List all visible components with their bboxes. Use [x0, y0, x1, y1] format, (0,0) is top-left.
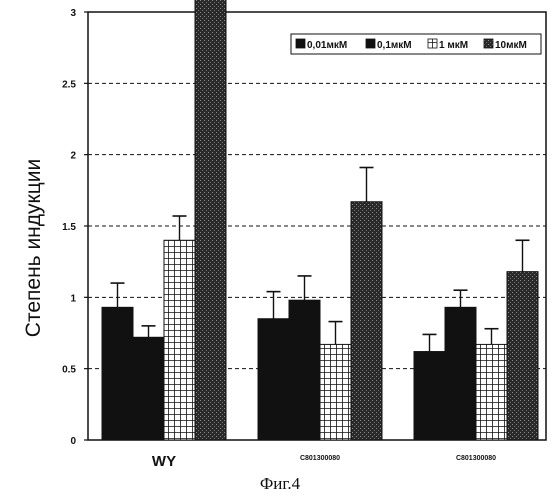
y-tick-label: 0 [70, 436, 76, 447]
y-tick-label: 3 [70, 8, 76, 19]
x-tick-label: WY [152, 453, 176, 470]
bar [476, 344, 507, 440]
legend-label: 0,01мкМ [307, 40, 347, 51]
bar [164, 240, 195, 440]
y-tick-label: 1 [70, 293, 76, 304]
y-tick-label: 1.5 [62, 222, 76, 233]
legend-swatch [484, 39, 493, 48]
bar [258, 319, 289, 440]
legend-swatch [296, 39, 305, 48]
bar [102, 307, 133, 440]
x-tick-label: C801300080 [456, 455, 496, 462]
bar [445, 307, 476, 440]
y-tick-label: 2 [70, 151, 76, 162]
bar [320, 344, 351, 440]
bar [133, 337, 164, 440]
y-tick-label: 0.5 [62, 365, 76, 376]
legend-swatch [428, 39, 437, 48]
legend-label: 0,1мкМ [377, 40, 412, 51]
y-axis-label: Степень индукции [22, 159, 45, 337]
y-axis-ticks: 0 0.5 1 1.5 2 2.5 3 [62, 8, 88, 447]
x-tick-label: C801300080 [300, 455, 340, 462]
bar [289, 300, 320, 440]
figure-caption: Фиг.4 [0, 474, 560, 494]
legend: 0,01мкМ 0,1мкМ 1 мкМ 10мкМ [291, 34, 541, 54]
x-axis-labels: WY C801300080 C801300080 [152, 453, 496, 470]
y-tick-label: 2.5 [62, 79, 76, 90]
legend-label: 10мкМ [495, 40, 527, 51]
bar [507, 272, 538, 440]
bar [195, 0, 226, 440]
legend-swatch [366, 39, 375, 48]
bar [351, 202, 382, 440]
bar [414, 352, 445, 440]
legend-label: 1 мкМ [439, 40, 468, 51]
